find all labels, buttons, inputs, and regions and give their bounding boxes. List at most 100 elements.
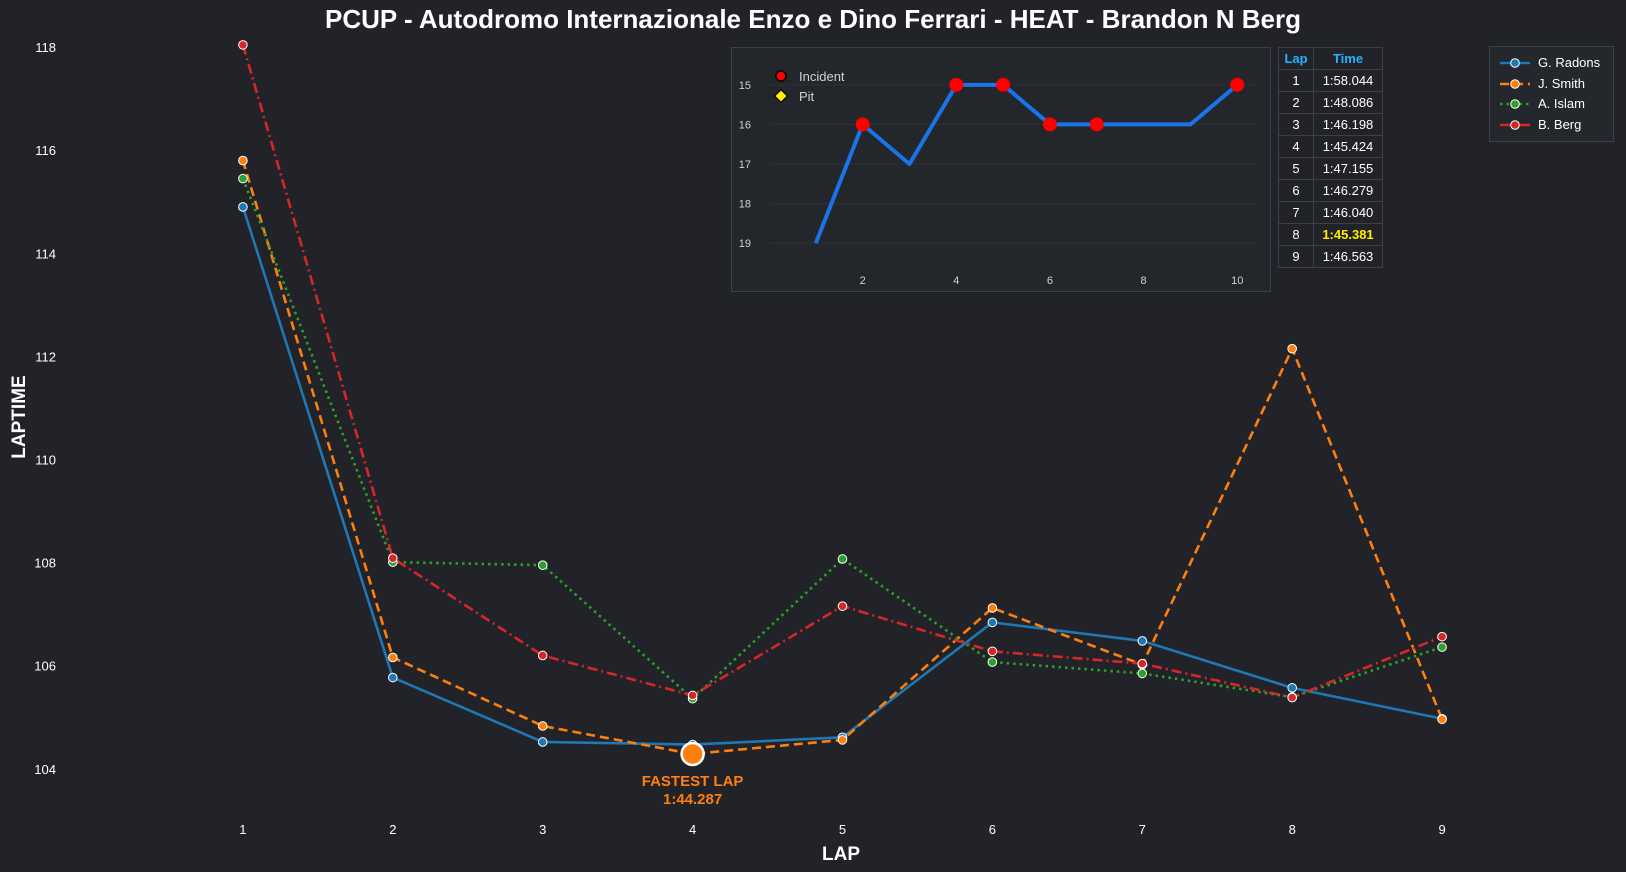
inset-x-tick-label: 2 bbox=[860, 275, 866, 287]
x-tick-label: 5 bbox=[839, 822, 846, 837]
incident-marker bbox=[1230, 77, 1245, 92]
lap-time-cell: 1:46.040 bbox=[1313, 201, 1383, 224]
position-inset-chart: 15 16 17 18 19 2 4 6 8 10 Incident Pit bbox=[739, 69, 1256, 287]
inset-x-tick-label: 10 bbox=[1231, 275, 1243, 287]
lap-time-cell: 1:46.198 bbox=[1313, 113, 1383, 136]
lap-number-cell: 2 bbox=[1278, 91, 1314, 114]
legend-line-icon bbox=[1500, 58, 1530, 68]
inset-y-tick-label: 19 bbox=[739, 238, 751, 250]
data-point bbox=[238, 202, 248, 212]
lap-time-cell: 1:45.424 bbox=[1313, 135, 1383, 158]
lap-time-cell: 1:45.381 bbox=[1313, 223, 1383, 246]
inset-x-tick-label: 6 bbox=[1047, 275, 1053, 287]
data-point bbox=[537, 721, 548, 731]
legend-line-icon bbox=[1500, 119, 1530, 130]
fastest-lap-time: 1:44.287 bbox=[663, 791, 722, 808]
chart-title: PCUP - Autodromo Internazionale Enzo e D… bbox=[324, 4, 1302, 34]
data-point bbox=[837, 735, 848, 745]
x-tick-labels: 1 2 3 4 5 6 7 8 9 bbox=[239, 822, 1445, 837]
incident-legend-label: Incident bbox=[799, 69, 845, 84]
legend-line-icon bbox=[1500, 78, 1530, 89]
series-line bbox=[241, 178, 1443, 700]
legend-entry: B. Berg bbox=[1490, 115, 1613, 136]
incident-marker bbox=[1089, 117, 1104, 132]
data-point bbox=[537, 650, 548, 661]
table-row: 9 1:46.563 bbox=[1278, 245, 1383, 268]
data-point bbox=[837, 601, 848, 611]
legend-label: B. Berg bbox=[1538, 116, 1582, 132]
data-point bbox=[1137, 668, 1148, 679]
lap-time-cell: 1:46.279 bbox=[1313, 179, 1383, 202]
inset-y-tick-label: 16 bbox=[739, 119, 751, 131]
y-tick-labels: 104 106 108 110 112 114 116 118 bbox=[34, 40, 56, 777]
legend-line-icon bbox=[1500, 99, 1530, 109]
y-tick-label: 104 bbox=[34, 762, 56, 777]
position-line bbox=[813, 82, 1239, 244]
incident-marker bbox=[996, 77, 1011, 92]
data-point bbox=[1437, 714, 1447, 725]
data-point bbox=[1437, 642, 1447, 652]
x-tick-label: 3 bbox=[539, 822, 546, 837]
lap-number-cell: 9 bbox=[1278, 245, 1314, 268]
data-point bbox=[987, 603, 998, 613]
table-row: 8 1:45.381 bbox=[1278, 223, 1383, 246]
lap-number-cell: 8 bbox=[1278, 223, 1314, 246]
data-point bbox=[987, 657, 998, 667]
data-point bbox=[537, 560, 548, 570]
inset-y-tick-labels: 15 16 17 18 19 bbox=[739, 80, 751, 250]
data-point bbox=[1287, 683, 1297, 693]
data-point bbox=[1437, 631, 1447, 642]
incident-markers bbox=[855, 77, 1245, 132]
inset-x-tick-labels: 2 4 6 8 10 bbox=[860, 275, 1244, 287]
inset-y-tick-label: 18 bbox=[739, 199, 751, 211]
lap-number-cell: 4 bbox=[1278, 135, 1314, 158]
inset-x-tick-label: 4 bbox=[953, 275, 959, 287]
table-row: 6 1:46.279 bbox=[1278, 179, 1383, 202]
series-points bbox=[238, 40, 1447, 759]
fastest-lap-label: FASTEST LAP bbox=[642, 773, 744, 790]
incident-marker bbox=[949, 77, 964, 92]
data-point bbox=[388, 652, 398, 663]
data-point bbox=[1137, 658, 1148, 669]
inset-legend: Incident Pit bbox=[773, 69, 845, 104]
lap-number-cell: 1 bbox=[1278, 69, 1314, 92]
time-column-header: Time bbox=[1313, 47, 1383, 70]
x-tick-label: 8 bbox=[1289, 822, 1296, 837]
legend-label: J. Smith bbox=[1538, 75, 1585, 91]
y-tick-label: 110 bbox=[35, 453, 56, 468]
lap-number-cell: 6 bbox=[1278, 179, 1314, 202]
y-tick-label: 108 bbox=[34, 556, 56, 571]
data-point bbox=[537, 737, 548, 747]
lap-table-body: 1 1:58.044 2 1:48.086 3 1:46.198 4 1:45.424 5 1:4… bbox=[1278, 69, 1383, 268]
inset-y-tick-label: 15 bbox=[739, 80, 751, 92]
lap-number-cell: 7 bbox=[1278, 201, 1314, 224]
data-point bbox=[388, 553, 398, 563]
inset-x-tick-label: 8 bbox=[1141, 275, 1147, 287]
y-axis-label: LAPTIME bbox=[9, 375, 30, 458]
lap-times-table: Lap Time 1 1:58.044 2 1:48.086 3 1:46.198 4 1:4… bbox=[1278, 47, 1383, 268]
data-point bbox=[388, 672, 398, 683]
table-header-row: Lap Time bbox=[1278, 47, 1383, 70]
x-tick-label: 2 bbox=[389, 822, 396, 837]
inset-y-tick-label: 17 bbox=[739, 159, 751, 171]
table-row: 7 1:46.040 bbox=[1278, 201, 1383, 224]
data-point bbox=[987, 646, 998, 657]
legend-entry: G. Radons bbox=[1490, 53, 1613, 74]
lap-time-cell: 1:47.155 bbox=[1313, 157, 1383, 180]
fastest-lap-marker-core bbox=[685, 746, 700, 761]
table-row: 3 1:46.198 bbox=[1278, 113, 1383, 136]
data-point bbox=[238, 173, 248, 184]
lap-number-cell: 3 bbox=[1278, 113, 1314, 136]
legend-entry: J. Smith bbox=[1490, 74, 1613, 95]
data-point bbox=[1287, 692, 1297, 703]
data-point bbox=[987, 617, 998, 628]
lap-column-header: Lap bbox=[1278, 47, 1314, 70]
pit-legend-label: Pit bbox=[799, 89, 815, 104]
x-tick-label: 1 bbox=[239, 822, 246, 837]
legend-entry: A. Islam bbox=[1490, 94, 1613, 115]
y-tick-label: 118 bbox=[35, 40, 56, 55]
pit-legend-icon bbox=[773, 88, 789, 104]
inset-gridlines bbox=[769, 84, 1256, 244]
table-row: 2 1:48.086 bbox=[1278, 91, 1383, 114]
x-tick-label: 4 bbox=[689, 822, 696, 837]
